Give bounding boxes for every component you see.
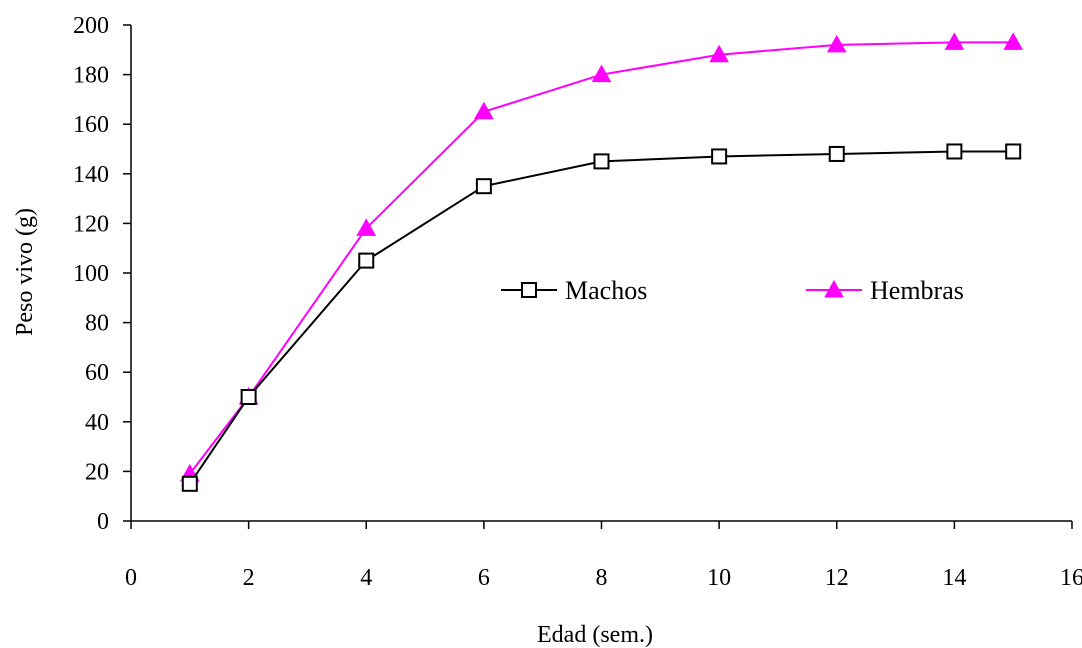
legend-item-machos: Machos <box>501 276 647 305</box>
x-tick-label: 10 <box>707 565 731 591</box>
series-line-hembras <box>189 41 1014 475</box>
x-tick-label: 2 <box>243 565 255 591</box>
data-point-machos <box>181 475 198 492</box>
x-tick-label: 8 <box>596 565 608 591</box>
data-point-hembras <box>356 218 377 236</box>
y-axis-title: Peso vivo (g) <box>12 208 38 336</box>
x-tick-label: 4 <box>360 565 372 591</box>
x-tick-label: 6 <box>478 565 490 591</box>
legend-marker-hembras <box>824 279 844 298</box>
data-point-machos <box>946 143 963 160</box>
x-axis-title: Edad (sem.) <box>537 622 653 648</box>
data-point-hembras <box>474 101 494 120</box>
series-layer <box>179 32 1024 492</box>
legend-item-hembras: Hembras <box>806 276 964 305</box>
legend-label-machos: Machos <box>565 276 647 305</box>
data-point-machos <box>240 389 257 405</box>
y-tick-label: 100 <box>73 261 109 287</box>
x-tick-label: 16 <box>1060 565 1082 591</box>
y-tick-label: 40 <box>85 410 109 436</box>
y-tick-label: 60 <box>85 360 109 386</box>
legend: Machos Hembras <box>501 276 964 305</box>
y-tick-label: 140 <box>73 162 109 188</box>
series-hembras <box>179 32 1024 482</box>
x-axis-ticks: 0 2 4 6 8 10 12 14 16 <box>125 521 1082 591</box>
data-point-hembras <box>591 64 612 83</box>
legend-label-hembras: Hembras <box>870 276 964 305</box>
x-tick-label: 0 <box>125 565 137 591</box>
data-point-machos <box>828 145 845 162</box>
y-tick-label: 80 <box>85 311 109 337</box>
x-tick-label: 12 <box>825 565 849 591</box>
legend-marker-machos <box>521 282 537 298</box>
data-point-machos <box>358 252 375 269</box>
data-point-machos <box>1005 143 1022 160</box>
axes <box>130 25 1072 522</box>
x-tick-label: 14 <box>942 565 966 591</box>
data-point-machos <box>711 148 728 165</box>
data-point-hembras <box>1003 32 1024 50</box>
y-tick-label: 120 <box>73 211 109 237</box>
y-tick-label: 0 <box>97 509 109 535</box>
series-line-machos <box>188 150 1014 485</box>
y-tick-label: 160 <box>73 112 109 138</box>
y-tick-label: 20 <box>85 459 109 485</box>
data-point-hembras <box>709 44 729 63</box>
data-point-hembras <box>826 34 847 53</box>
y-tick-label: 200 <box>73 13 109 39</box>
data-point-machos <box>593 153 610 170</box>
y-axis-ticks: 0 20 40 60 80 100 120 140 160 180 200 <box>73 13 131 535</box>
series-machos <box>181 143 1022 492</box>
y-tick-label: 180 <box>73 63 109 89</box>
data-point-hembras <box>944 32 965 50</box>
data-point-machos <box>475 178 492 195</box>
